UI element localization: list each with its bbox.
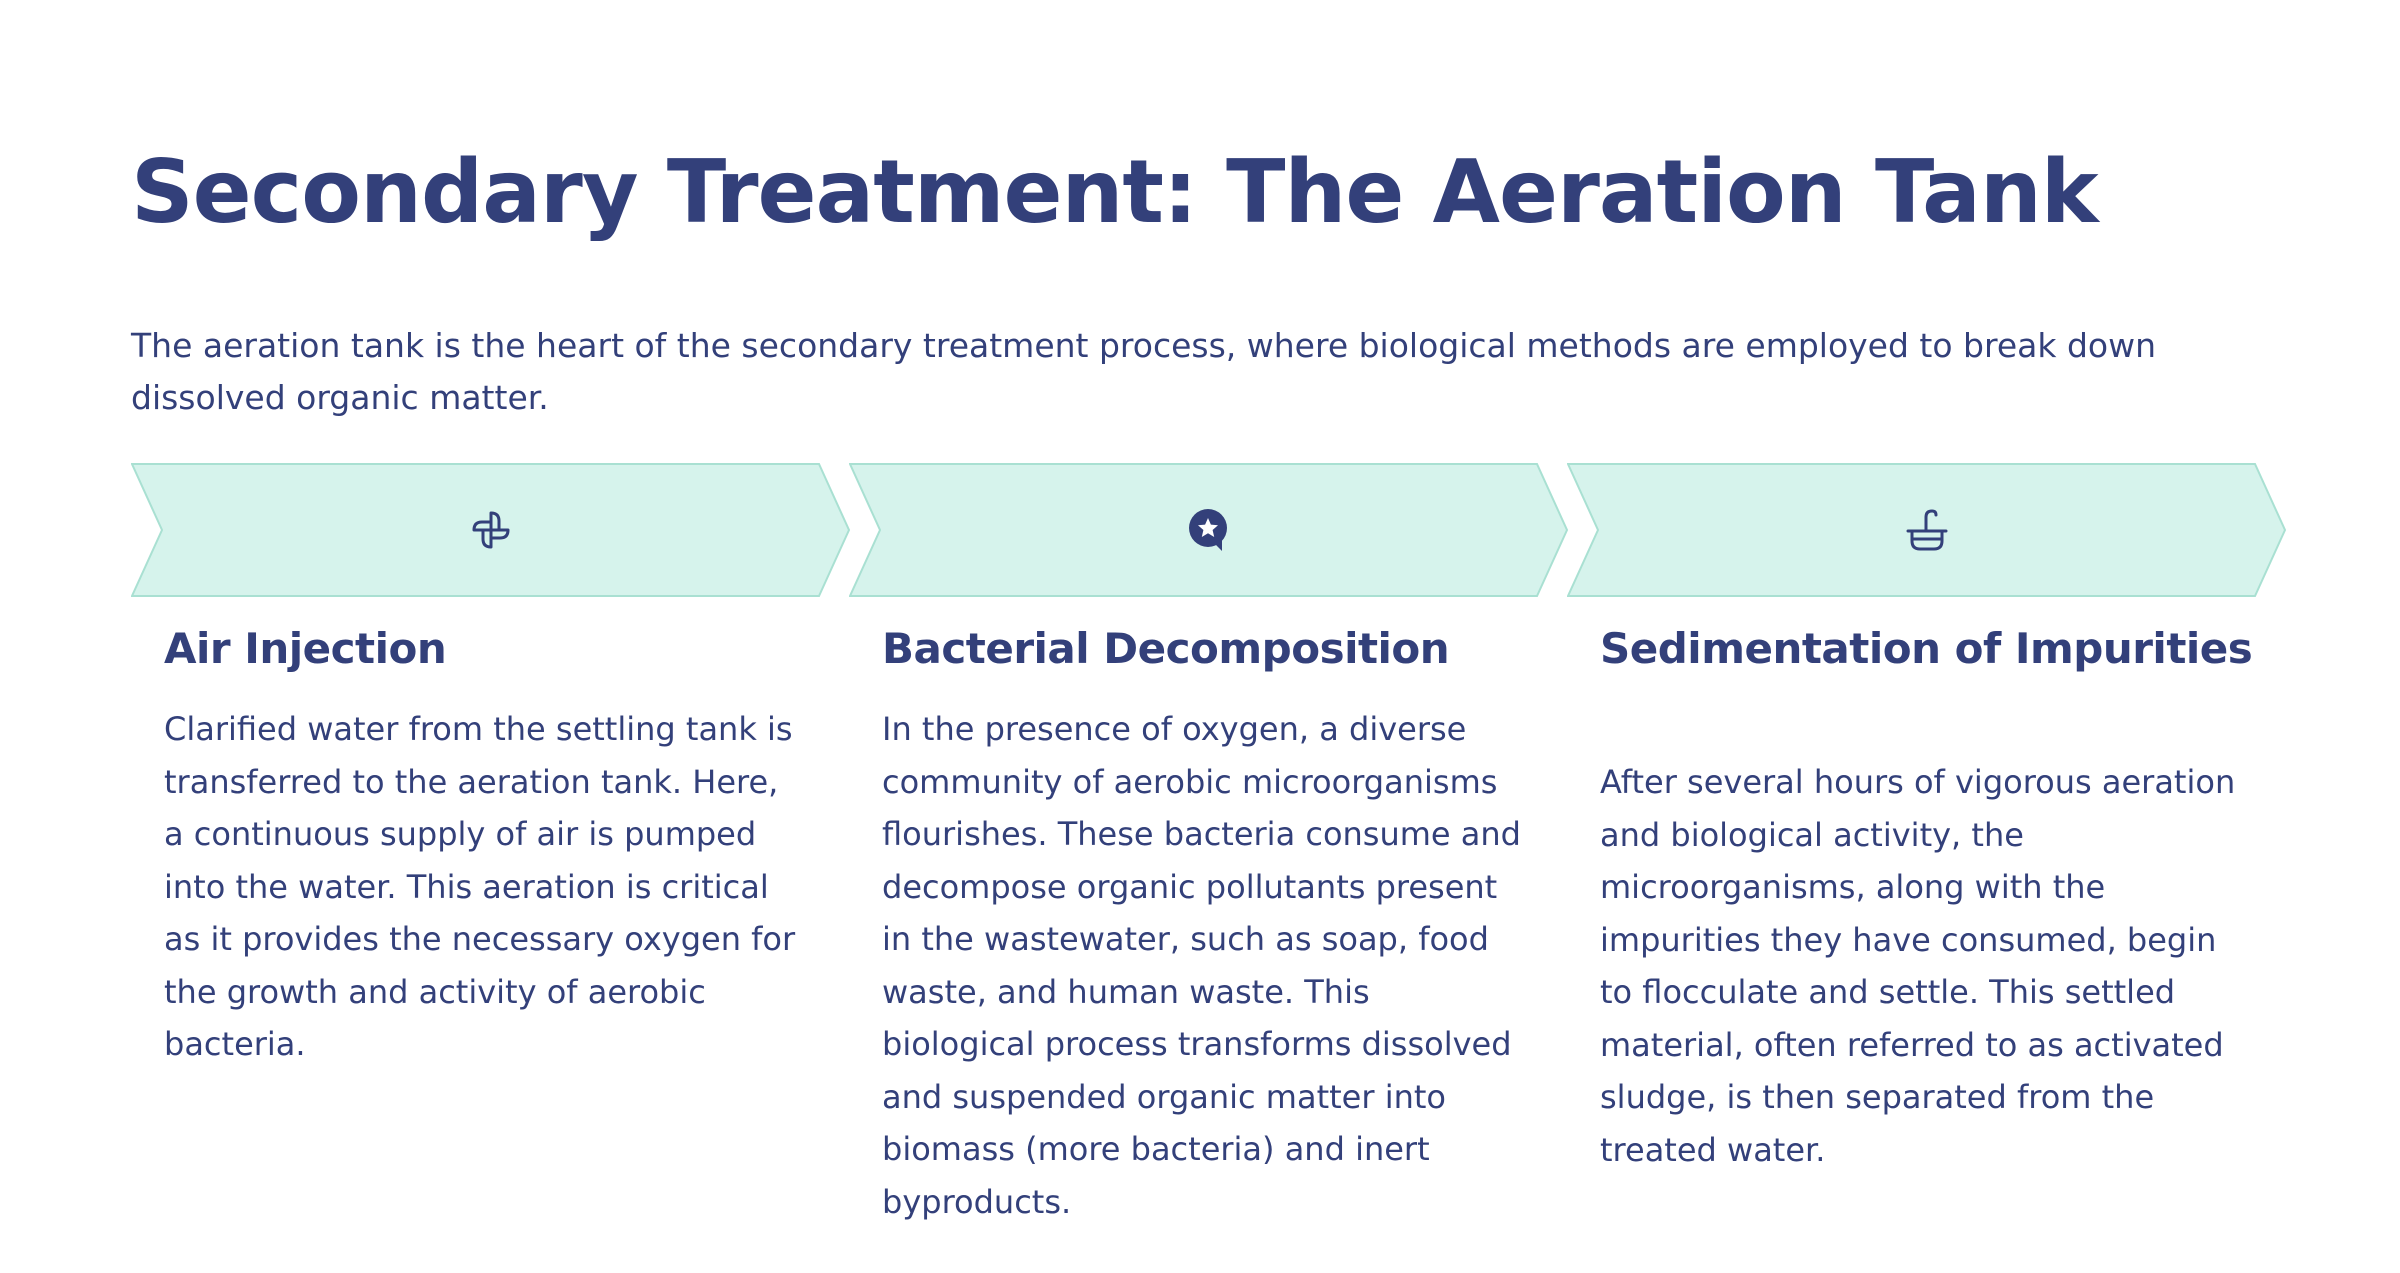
step-heading: Air Injection bbox=[164, 624, 447, 673]
basin-faucet-icon bbox=[1902, 505, 1952, 555]
step-sedimentation: Sedimentation of Impurities After severa… bbox=[1567, 463, 2287, 1169]
pinwheel-fan-icon bbox=[466, 505, 516, 555]
star-speech-bubble-icon bbox=[1184, 505, 1234, 555]
step-description: Clarified water from the settling tank i… bbox=[164, 710, 796, 1063]
step-air-injection: Air Injection Clarified water from the s… bbox=[131, 463, 851, 1063]
step-chevron bbox=[131, 463, 851, 597]
step-description: After several hours of vigorous aeration… bbox=[1600, 763, 2236, 1169]
step-chevron bbox=[849, 463, 1569, 597]
intro-paragraph: The aeration tank is the heart of the se… bbox=[131, 326, 2156, 417]
step-heading: Sedimentation of Impurities bbox=[1600, 624, 2253, 673]
step-heading: Bacterial Decomposition bbox=[882, 624, 1450, 673]
slide-title: Secondary Treatment: The Aeration Tank bbox=[131, 141, 2099, 243]
step-bacterial-decomposition: Bacterial Decomposition In the presence … bbox=[849, 463, 1569, 1221]
step-chevron bbox=[1567, 463, 2287, 597]
step-description: In the presence of oxygen, a diverse com… bbox=[882, 710, 1521, 1221]
